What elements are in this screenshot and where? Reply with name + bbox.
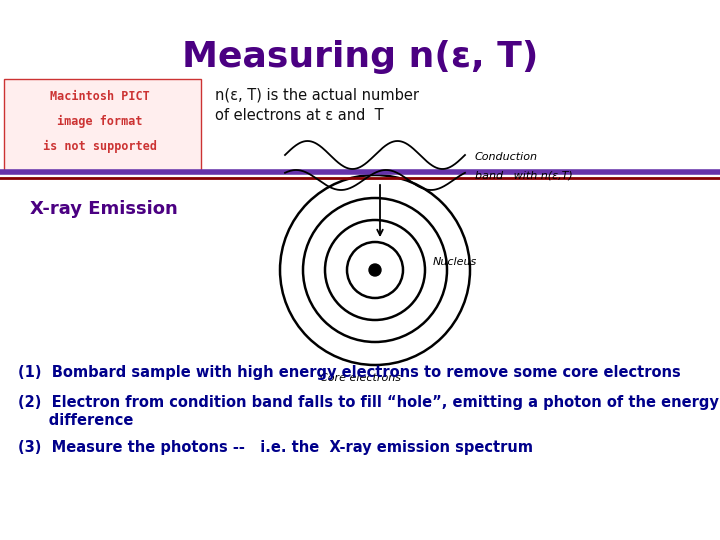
Text: Nucleus: Nucleus [433, 257, 477, 267]
Text: Conduction: Conduction [475, 152, 538, 162]
Text: n(ε, T) is the actual number: n(ε, T) is the actual number [215, 87, 419, 102]
Text: (1)  Bombard sample with high energy electrons to remove some core electrons: (1) Bombard sample with high energy elec… [18, 365, 680, 380]
Text: difference: difference [18, 413, 133, 428]
Circle shape [369, 264, 381, 276]
Text: Measuring n(ε, T): Measuring n(ε, T) [182, 40, 538, 74]
Text: band   with n(ε,T): band with n(ε,T) [475, 170, 572, 180]
Text: is not supported: is not supported [43, 140, 157, 153]
Text: of electrons at ε and  T: of electrons at ε and T [215, 108, 384, 123]
Text: Macintosh PICT: Macintosh PICT [50, 90, 150, 103]
Text: image format: image format [58, 115, 143, 128]
Text: Core electrons: Core electrons [320, 373, 401, 383]
Text: (2)  Electron from condition band falls to fill “hole”, emitting a photon of the: (2) Electron from condition band falls t… [18, 395, 719, 410]
FancyBboxPatch shape [4, 79, 201, 171]
Text: X-ray Emission: X-ray Emission [30, 200, 178, 218]
Text: (3)  Measure the photons --   i.e. the  X-ray emission spectrum: (3) Measure the photons -- i.e. the X-ra… [18, 440, 533, 455]
